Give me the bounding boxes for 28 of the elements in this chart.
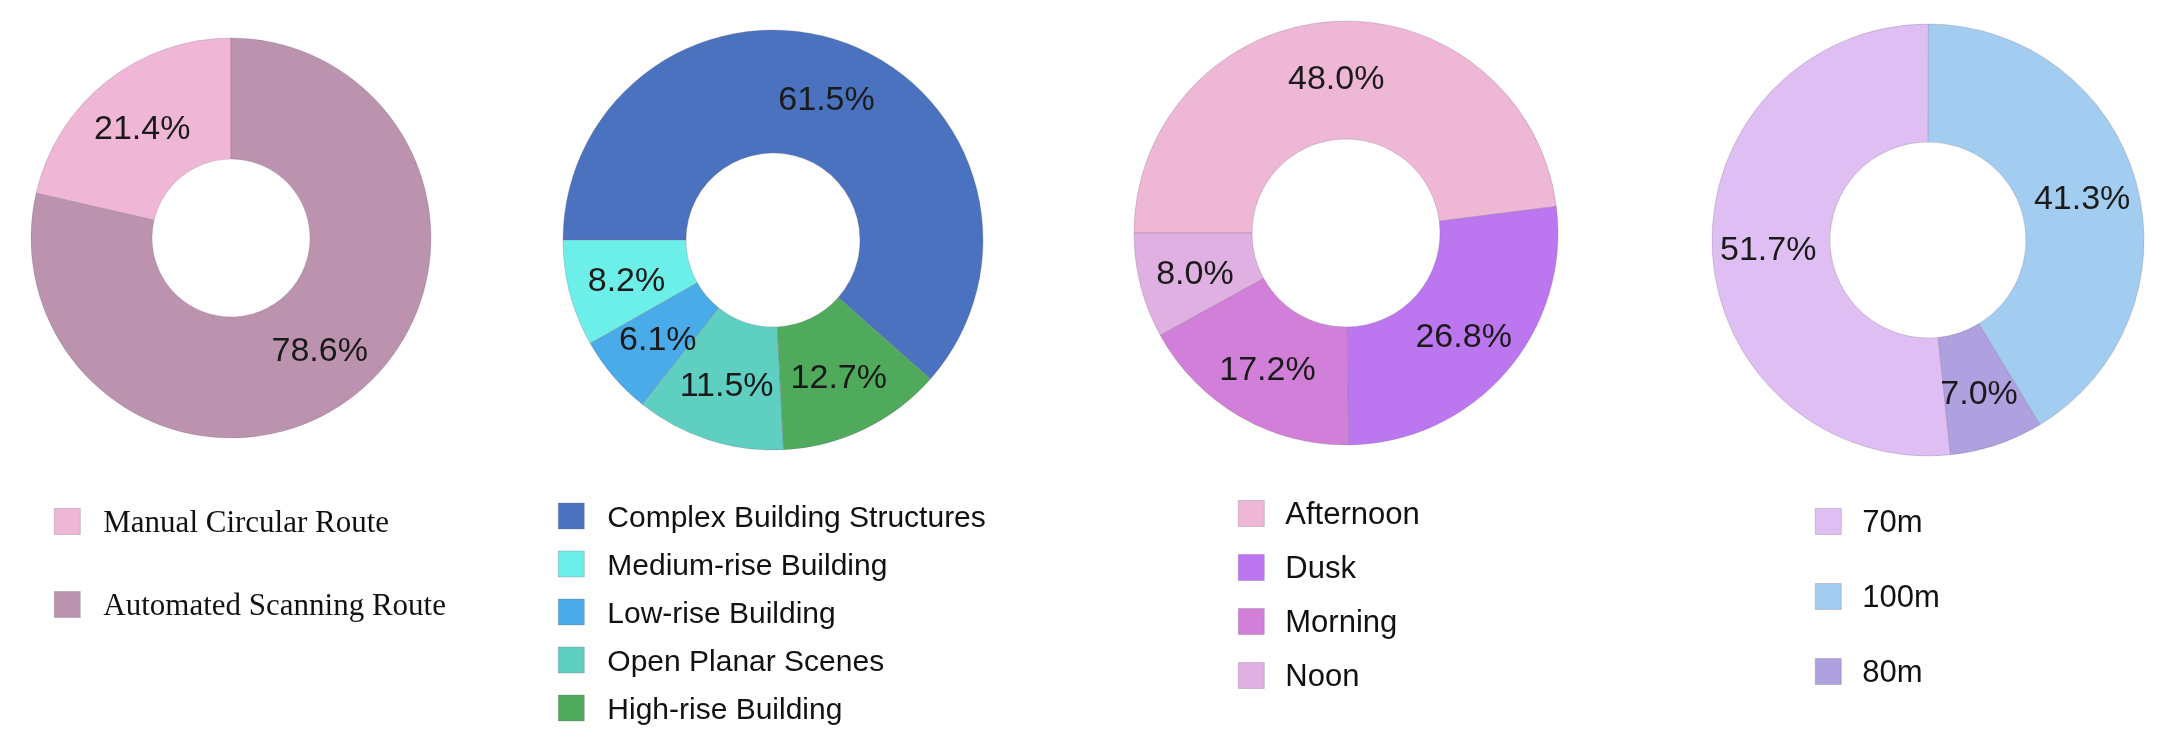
legend-label: Medium-rise Building bbox=[607, 547, 888, 581]
legend-label: Dusk bbox=[1285, 550, 1357, 585]
legend-label: Afternoon bbox=[1285, 496, 1420, 531]
data-label: 11.5% bbox=[679, 365, 774, 404]
legend-label: Manual Circular Route bbox=[103, 504, 390, 539]
legend-label: Noon bbox=[1285, 658, 1360, 693]
data-label: 41.3% bbox=[2033, 178, 2131, 217]
data-label: 48.0% bbox=[1288, 58, 1385, 97]
data-label: 12.7% bbox=[790, 357, 887, 396]
data-label: 51.7% bbox=[1720, 229, 1817, 268]
data-label: 17.2% bbox=[1219, 348, 1316, 387]
legend-label: Open Planar Scenes bbox=[607, 643, 885, 677]
legend-label: Complex Building Structures bbox=[607, 499, 986, 533]
data-label: 26.8% bbox=[1415, 316, 1512, 355]
data-label: 6.1% bbox=[619, 319, 697, 358]
data-label: 8.2% bbox=[587, 259, 666, 298]
data-label: 61.5% bbox=[778, 79, 875, 118]
data-label: 7.0% bbox=[1940, 372, 2018, 411]
legend-label: 80m bbox=[1862, 654, 1923, 689]
legend-label: 100m bbox=[1862, 579, 1940, 614]
legend-label: Morning bbox=[1285, 604, 1398, 639]
legend-label: Automated Scanning Route bbox=[103, 587, 446, 622]
data-label: 78.6% bbox=[271, 330, 368, 369]
data-label: 21.4% bbox=[94, 107, 191, 146]
legend-label: 70m bbox=[1862, 504, 1923, 539]
legend-label: Low-rise Building bbox=[607, 595, 836, 629]
legend-label: High-rise Building bbox=[607, 691, 843, 725]
data-label: 8.0% bbox=[1156, 252, 1234, 291]
